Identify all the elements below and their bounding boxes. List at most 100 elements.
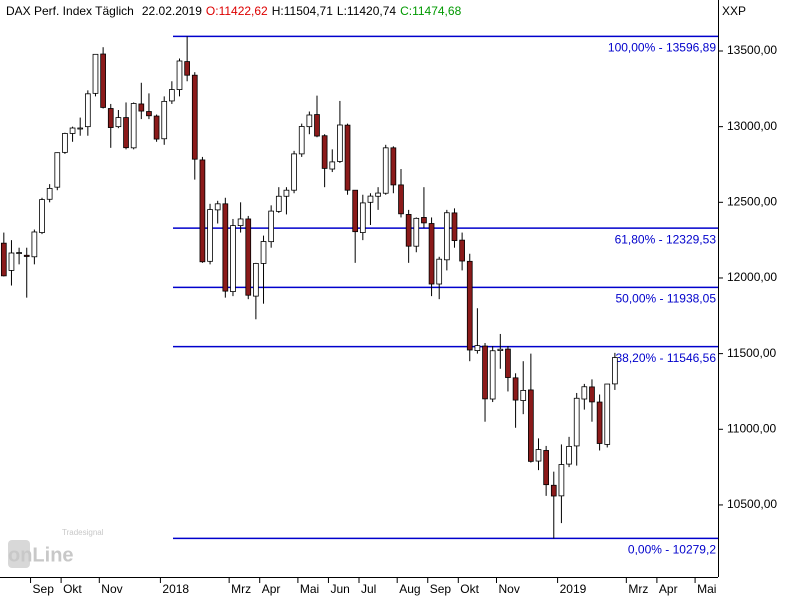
y-tick-label: 13000,00 — [727, 119, 777, 133]
x-tick-label: Okt — [460, 582, 479, 596]
candle-body — [214, 203, 221, 211]
candle-body — [283, 189, 290, 197]
level-label: 50,00% - 11938,05 — [615, 292, 716, 306]
candle-body — [573, 397, 580, 447]
candle-body — [169, 89, 175, 102]
candle-body — [222, 203, 229, 292]
candle-body — [390, 147, 397, 186]
candle-body — [39, 199, 45, 233]
x-tick-label: Mrz — [628, 582, 648, 596]
candle-body — [291, 153, 297, 191]
logo: onLine Tradesignal — [8, 528, 104, 568]
quote-value: H:11504,71 — [272, 4, 333, 18]
candle-body — [398, 184, 404, 215]
candle-body — [382, 147, 389, 194]
x-tick-label: Sep — [430, 582, 452, 596]
candle-body — [321, 135, 328, 169]
level-label: 100,00% - 13596,89 — [608, 41, 716, 55]
candle-body — [558, 464, 565, 497]
candle-body — [550, 484, 557, 497]
candle-body — [107, 108, 114, 128]
y-tick-label: 11500,00 — [727, 346, 776, 360]
x-tick-label: Sep — [33, 582, 55, 596]
candle-body — [54, 152, 61, 188]
candle-body — [543, 450, 549, 486]
candle-body — [359, 202, 366, 233]
candle-body — [100, 53, 106, 108]
candle-body — [46, 187, 53, 200]
x-tick-label: Jul — [361, 582, 376, 596]
y-tick-label: 12500,00 — [727, 194, 777, 208]
candle-body — [69, 127, 76, 134]
candle-body — [298, 126, 305, 155]
candle-body — [268, 210, 275, 243]
candle-body — [451, 212, 458, 241]
candle-body — [146, 111, 152, 117]
candle-body — [459, 239, 465, 262]
candle-body — [428, 223, 435, 285]
candle-body — [466, 260, 473, 351]
x-tick-label: Apr — [659, 582, 678, 596]
y-tick-label: 10500,00 — [727, 497, 777, 511]
x-tick-label: Okt — [63, 582, 82, 596]
candle-body — [375, 192, 381, 197]
logo-brand: Tradesignal — [62, 528, 104, 537]
candle-body — [260, 241, 267, 264]
y-tick-label: 13500,00 — [727, 43, 777, 57]
candle-body — [566, 445, 572, 465]
candle-body — [16, 252, 22, 254]
candle-body — [115, 117, 122, 128]
candle-body — [604, 383, 611, 445]
x-tick-label: Mai — [300, 582, 319, 596]
level-label: 38,20% - 11546,56 — [615, 351, 716, 365]
candle-body — [77, 127, 84, 130]
candle-body — [612, 357, 618, 385]
candle-body — [443, 212, 450, 261]
candle-body — [191, 74, 198, 160]
quote-value: L:11420,74 — [337, 4, 396, 18]
candle-body — [413, 217, 420, 247]
candle-body — [130, 103, 137, 149]
candle-body — [589, 386, 595, 403]
candle-body — [306, 114, 313, 128]
candle-body — [199, 159, 206, 263]
quote-value: C:11474,68 — [400, 4, 461, 18]
candle-body — [474, 345, 481, 351]
candle-body — [405, 214, 412, 247]
candle-body — [314, 114, 320, 137]
quote-value: O:11422,62 — [206, 4, 268, 18]
date: 22.02.2019 — [142, 4, 202, 18]
candle-body — [352, 189, 359, 233]
candle-body — [31, 231, 38, 258]
candle-body — [512, 377, 519, 401]
header: DAX Perf. Index Täglich 22.02.2019 O:11422… — [6, 4, 462, 18]
chart-title: DAX Perf. Index Täglich — [6, 4, 134, 18]
candle-body — [329, 161, 336, 170]
level-label: 0,00% - 10279,2 — [628, 543, 716, 557]
candle-body — [497, 348, 504, 351]
candle-body — [92, 53, 99, 94]
candle-body — [8, 252, 15, 271]
candle-body — [436, 258, 443, 285]
x-tick-label: Mai — [697, 582, 716, 596]
candle-body — [596, 401, 603, 444]
x-tick-label: Aug — [399, 582, 420, 596]
candle-body — [138, 103, 145, 112]
candle-body — [482, 345, 488, 400]
y-tick-label: 12000,00 — [727, 270, 777, 284]
candle-body — [23, 254, 30, 257]
candle-body — [581, 386, 588, 400]
x-tick-label: Nov — [498, 582, 519, 596]
x-tick-label: 2018 — [162, 582, 189, 596]
candle-body — [161, 100, 168, 140]
candle-body — [153, 115, 160, 140]
x-tick-label: Mrz — [231, 582, 251, 596]
candle-body — [253, 263, 259, 297]
logo-box — [8, 540, 30, 568]
candle-body — [505, 348, 511, 378]
candle-body — [84, 93, 91, 128]
candle-body — [237, 218, 244, 227]
